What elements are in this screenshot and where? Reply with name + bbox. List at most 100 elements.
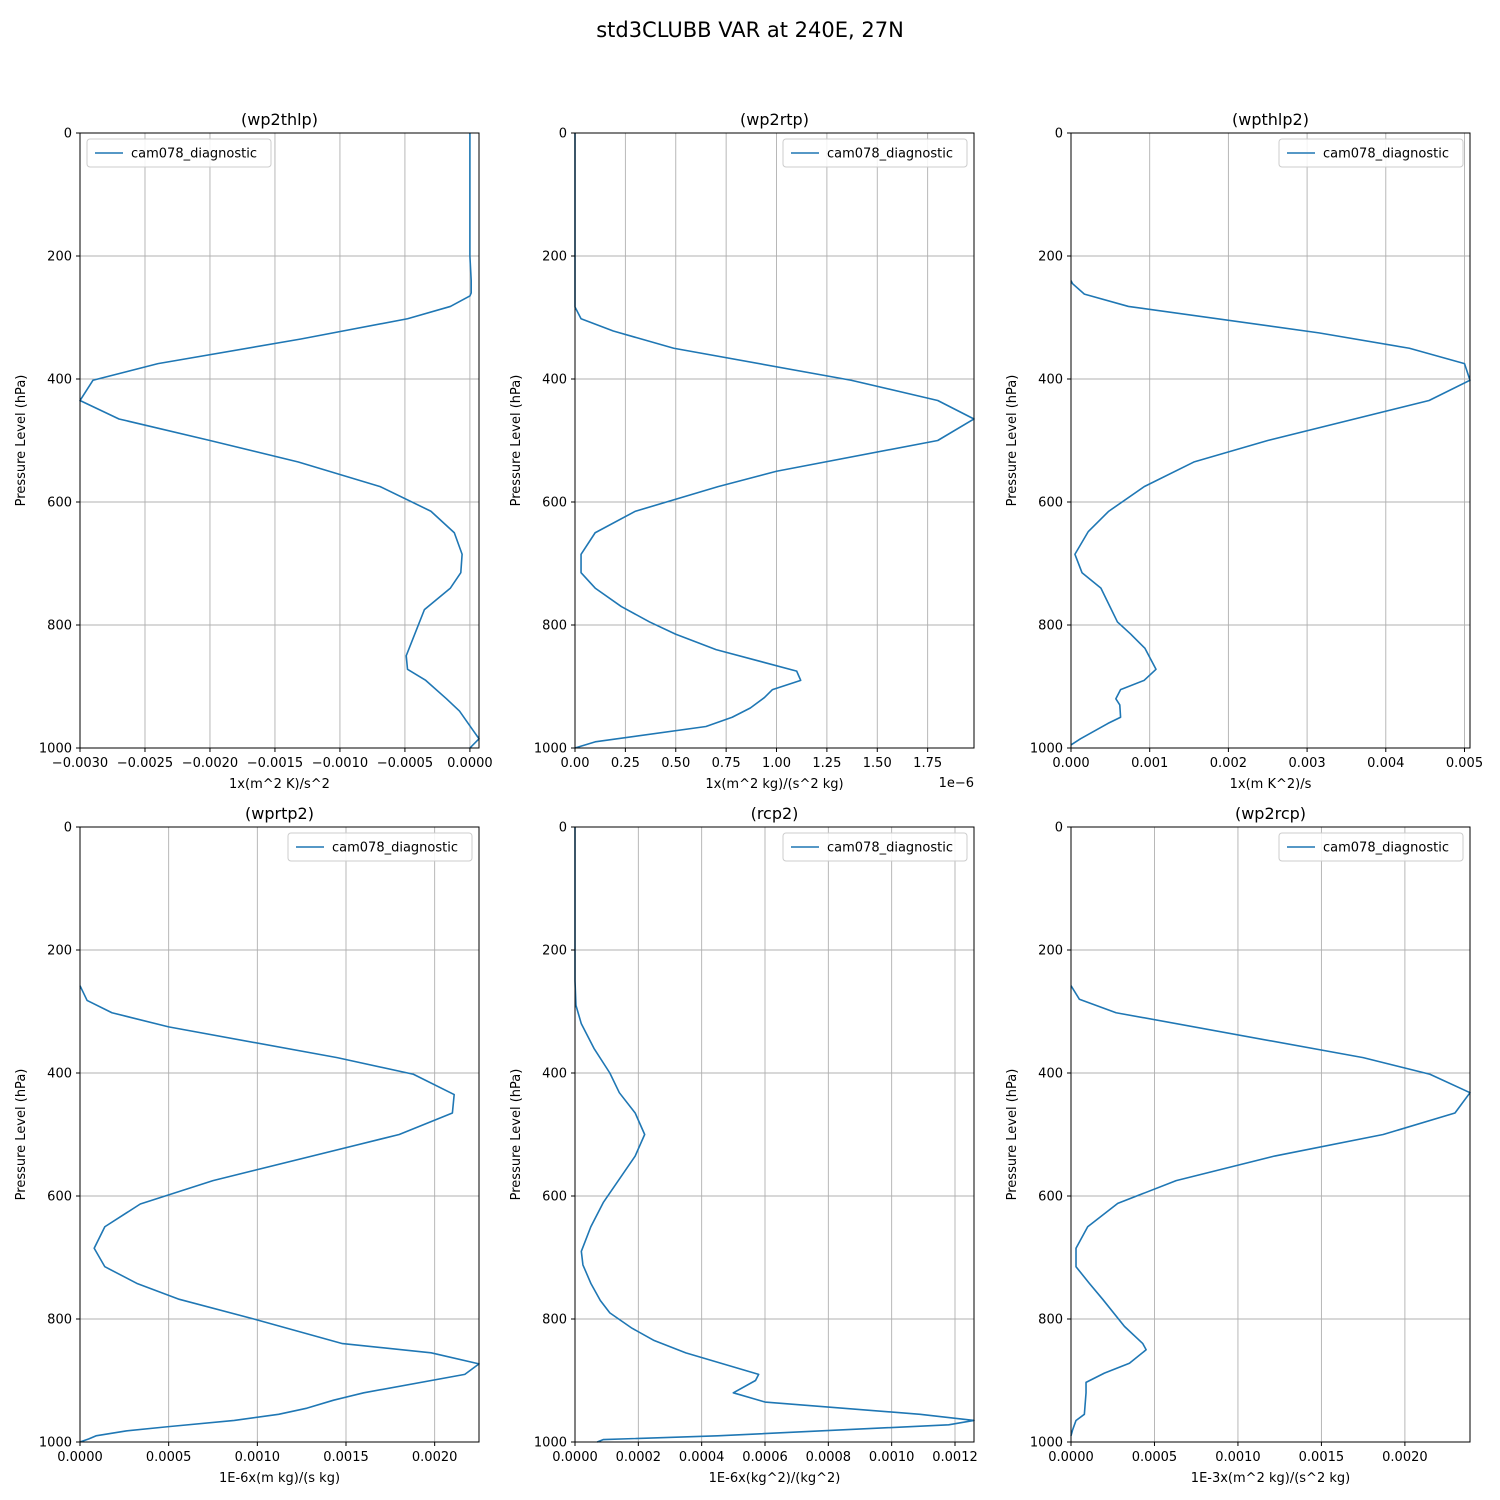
x-axis-label: 1E-3x(m^2 kg)/(s^2 kg) <box>1191 1471 1350 1486</box>
x-axis-label: 1E-6x(kg^2)/(kg^2) <box>709 1471 841 1486</box>
y-tick-label: 1000 <box>39 1436 72 1451</box>
x-tick-label: 0.0015 <box>323 1450 369 1465</box>
y-tick-label: 0 <box>64 127 72 142</box>
axes-frame <box>1070 132 1471 749</box>
x-tick-label: −0.0030 <box>52 756 108 771</box>
x-tick-label: 0.0010 <box>869 1450 915 1465</box>
x-tick-label: 0.002 <box>1210 756 1247 771</box>
x-tick-label: 1.50 <box>863 756 892 771</box>
y-tick-label: 400 <box>542 373 567 388</box>
series-line-cam078_diagnostic <box>79 133 480 749</box>
y-axis-label: Pressure Level (hPa) <box>509 375 524 507</box>
x-tick-label: 0.001 <box>1131 756 1168 771</box>
x-tick-label: −0.0025 <box>117 756 173 771</box>
y-tick-label: 400 <box>542 1067 567 1082</box>
subplot-1: −0.0030 −0.0025 −0.0020 −0.0015 −0.0010 −0.00… <box>14 110 493 792</box>
y-tick-label: 600 <box>1038 496 1063 511</box>
subplot-grid: −0.0030 −0.0025 −0.0020 −0.0015 −0.0010 −0.00… <box>14 110 1483 1486</box>
y-tick-label: 0 <box>1055 821 1063 836</box>
y-axis-label: Pressure Level (hPa) <box>1005 1069 1020 1201</box>
subplot-4: 0.0000 0.0005 0.0010 0.0015 0.0020 0 200 400 600… <box>14 804 480 1486</box>
series-line-cam078_diagnostic <box>1070 280 1471 746</box>
x-tick-label: 0.0000 <box>1048 1450 1094 1465</box>
y-tick-label: 800 <box>1038 1313 1063 1328</box>
x-tick-label: 0.00 <box>561 756 590 771</box>
legend-box <box>287 832 473 862</box>
legend: cam078_diagnostic <box>1278 832 1464 862</box>
legend: cam078_diagnostic <box>782 832 968 862</box>
y-axis-label: Pressure Level (hPa) <box>14 1069 29 1201</box>
y-tick-label: 1000 <box>534 1436 567 1451</box>
x-tick-label: 0.0020 <box>1382 1450 1428 1465</box>
x-tick-label: 0.0000 <box>447 756 493 771</box>
legend-box <box>782 832 968 862</box>
legend: cam078_diagnostic <box>1278 138 1464 168</box>
y-tick-label: 200 <box>1038 944 1063 959</box>
x-tick-label: 0.0020 <box>412 1450 458 1465</box>
legend-label: cam078_diagnostic <box>827 147 953 162</box>
x-tick-label: 0.004 <box>1367 756 1404 771</box>
y-tick-label: 400 <box>1038 373 1063 388</box>
x-tick-label: 0.0000 <box>57 1450 103 1465</box>
axes-frame <box>79 826 480 1443</box>
legend-box <box>1278 138 1464 168</box>
legend-label: cam078_diagnostic <box>1323 147 1449 162</box>
y-tick-label: 200 <box>1038 250 1063 265</box>
x-tick-label: 0.75 <box>712 756 741 771</box>
series-line-cam078_diagnostic <box>574 827 975 1443</box>
legend: cam078_diagnostic <box>86 138 272 168</box>
x-axis-label: 1E-6x(m kg)/(s kg) <box>219 1471 340 1486</box>
x-tick-label: −0.0015 <box>247 756 303 771</box>
x-tick-label: 0.0006 <box>742 1450 788 1465</box>
legend-label: cam078_diagnostic <box>131 147 257 162</box>
x-tick-label: 0.0000 <box>552 1450 598 1465</box>
x-tick-label: 0.0005 <box>146 1450 192 1465</box>
series-line-cam078_diagnostic <box>574 133 975 749</box>
x-tick-label: 1.25 <box>812 756 841 771</box>
subplot-title: (wpthlp2) <box>1232 110 1309 129</box>
y-tick-label: 200 <box>542 250 567 265</box>
legend-label: cam078_diagnostic <box>1323 841 1449 856</box>
axes-frame <box>1070 826 1471 1443</box>
y-tick-label: 0 <box>64 821 72 836</box>
subplot-3: 0.000 0.001 0.002 0.003 0.004 0.005 0 200 400 600… <box>1005 110 1483 792</box>
subplot-title: (wp2rcp) <box>1235 804 1306 823</box>
subplot-title: (wp2thlp) <box>241 110 318 129</box>
y-tick-label: 400 <box>47 373 72 388</box>
x-axis-label: 1x(m^2 K)/s^2 <box>229 777 330 792</box>
y-axis-label: Pressure Level (hPa) <box>1005 375 1020 507</box>
y-tick-label: 1000 <box>39 742 72 757</box>
y-tick-label: 1000 <box>534 742 567 757</box>
y-tick-label: 1000 <box>1030 1436 1063 1451</box>
legend-label: cam078_diagnostic <box>827 841 953 856</box>
y-tick-label: 0 <box>559 821 567 836</box>
y-tick-label: 0 <box>559 127 567 142</box>
figure-title: std3CLUBB VAR at 240E, 27N <box>596 18 904 42</box>
x-tick-label: 0.0008 <box>806 1450 852 1465</box>
axes-frame <box>79 132 480 749</box>
y-tick-label: 200 <box>47 944 72 959</box>
subplot-title: (wprtp2) <box>245 804 314 823</box>
y-tick-label: 0 <box>1055 127 1063 142</box>
y-tick-label: 400 <box>47 1067 72 1082</box>
x-tick-label: 0.50 <box>661 756 690 771</box>
y-tick-label: 200 <box>47 250 72 265</box>
series-line-cam078_diagnostic <box>1070 985 1471 1437</box>
subplot-title: (wp2rtp) <box>740 110 809 129</box>
y-tick-label: 400 <box>1038 1067 1063 1082</box>
x-tick-label: 0.25 <box>611 756 640 771</box>
x-tick-label: 0.0002 <box>616 1450 662 1465</box>
legend: cam078_diagnostic <box>782 138 968 168</box>
legend-label: cam078_diagnostic <box>332 841 458 856</box>
axes-frame <box>574 826 975 1443</box>
x-tick-label: −0.0020 <box>182 756 238 771</box>
subplot-5: 0.0000 0.0002 0.0004 0.0006 0.0008 0.0010 0.00… <box>509 804 978 1486</box>
y-tick-label: 800 <box>1038 619 1063 634</box>
y-tick-label: 600 <box>47 1190 72 1205</box>
x-axis-label: 1x(m^2 kg)/(s^2 kg) <box>705 777 843 792</box>
x-tick-label: −0.0005 <box>377 756 433 771</box>
y-tick-label: 600 <box>1038 1190 1063 1205</box>
y-tick-label: 800 <box>542 619 567 634</box>
x-tick-label: 0.0010 <box>1215 1450 1261 1465</box>
